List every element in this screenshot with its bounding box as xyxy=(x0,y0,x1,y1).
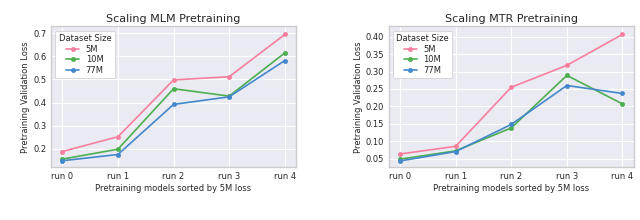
X-axis label: Pretraining models sorted by 5M loss: Pretraining models sorted by 5M loss xyxy=(433,184,589,193)
Line: 77M: 77M xyxy=(398,83,625,163)
10M xyxy=(170,87,177,90)
Line: 5M: 5M xyxy=(60,32,287,154)
Legend: 5M, 10M, 77M: 5M, 10M, 77M xyxy=(393,31,452,78)
10M xyxy=(563,74,571,77)
10M xyxy=(508,126,515,129)
5M xyxy=(281,33,289,36)
10M xyxy=(114,148,122,150)
Line: 10M: 10M xyxy=(60,51,287,161)
77M xyxy=(508,123,515,126)
77M xyxy=(225,95,233,98)
5M xyxy=(452,145,460,148)
77M xyxy=(281,59,289,62)
77M xyxy=(619,92,627,95)
Title: Scaling MTR Pretraining: Scaling MTR Pretraining xyxy=(445,14,578,24)
77M xyxy=(58,160,66,162)
5M xyxy=(58,150,66,153)
10M xyxy=(281,52,289,54)
5M xyxy=(225,75,233,78)
Line: 10M: 10M xyxy=(398,73,625,161)
Line: 77M: 77M xyxy=(60,59,287,163)
5M xyxy=(170,79,177,81)
10M xyxy=(619,103,627,105)
10M xyxy=(396,158,404,161)
Y-axis label: Pretraining Validation Loss: Pretraining Validation Loss xyxy=(354,41,363,153)
77M xyxy=(170,103,177,106)
5M xyxy=(619,33,627,36)
5M xyxy=(508,86,515,89)
Line: 5M: 5M xyxy=(398,32,625,156)
5M xyxy=(114,136,122,138)
Legend: 5M, 10M, 77M: 5M, 10M, 77M xyxy=(56,31,115,78)
77M xyxy=(563,84,571,87)
77M xyxy=(114,153,122,156)
10M xyxy=(452,150,460,152)
Y-axis label: Pretraining Validation Loss: Pretraining Validation Loss xyxy=(21,41,30,153)
5M xyxy=(563,64,571,67)
77M xyxy=(396,160,404,162)
10M xyxy=(58,158,66,160)
X-axis label: Pretraining models sorted by 5M loss: Pretraining models sorted by 5M loss xyxy=(95,184,252,193)
10M xyxy=(225,95,233,97)
5M xyxy=(396,153,404,155)
77M xyxy=(452,150,460,153)
Title: Scaling MLM Pretraining: Scaling MLM Pretraining xyxy=(106,14,241,24)
